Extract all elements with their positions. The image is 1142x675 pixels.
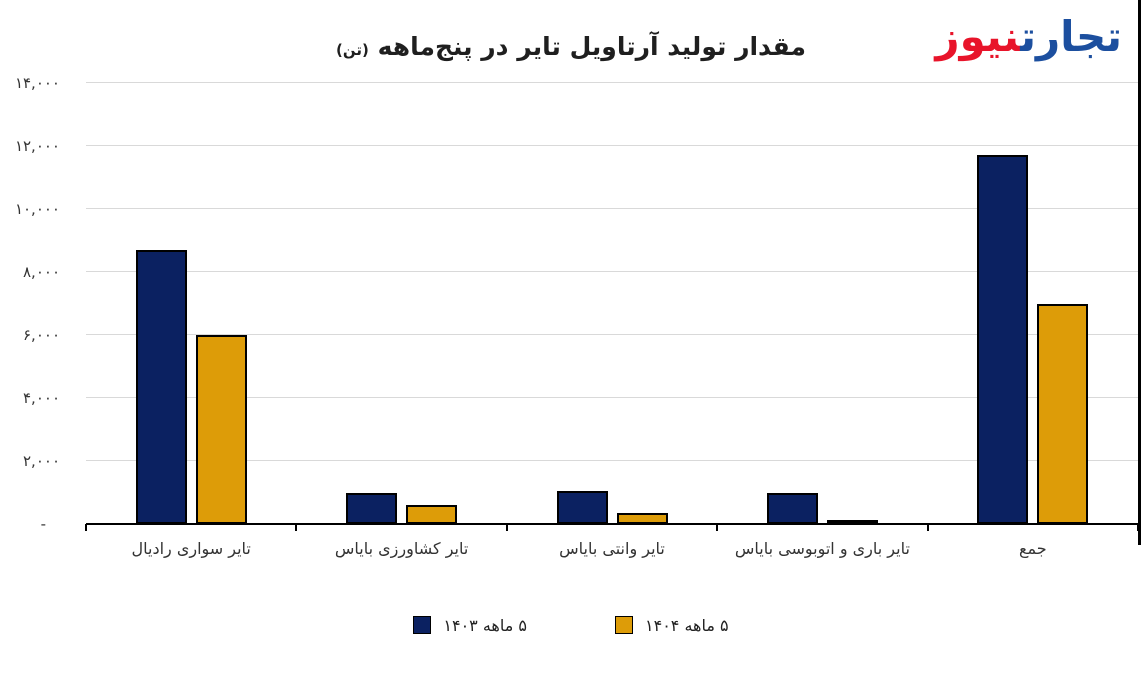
bar-series-1403-cat-1 <box>135 249 187 524</box>
bar-series-1403-cat-2 <box>346 493 398 524</box>
y-axis-tick-label: ۱۲,۰۰۰ <box>14 137 60 155</box>
chart-title-text: مقدار تولید آرتاویل تایر در پنج‌ماهه <box>377 32 806 61</box>
bar-series-1404-cat-3 <box>616 512 668 524</box>
bar-series-1404-cat-5 <box>1037 303 1089 524</box>
bar-series-1404-cat-1 <box>195 335 247 524</box>
gridline <box>86 145 1138 146</box>
x-axis-category-label: جمع <box>1018 539 1047 558</box>
bar-series-1403-cat-4 <box>766 492 818 524</box>
x-axis-category-label: تایر باری و اتوبوسی بایاس <box>734 539 910 558</box>
y-axis-tick-label: ۱۴,۰۰۰ <box>14 74 60 92</box>
legend-swatch-1403 <box>413 616 432 634</box>
gridline <box>86 397 1138 398</box>
gridline <box>86 460 1138 461</box>
gridline <box>86 334 1138 335</box>
x-axis-line <box>86 523 1138 525</box>
logo-word-news: نیوز <box>935 12 1021 61</box>
y-axis-tick-label: ۱۰,۰۰۰ <box>14 200 60 218</box>
legend-label-1404: ۵ ماهه ۱۴۰۴ <box>645 615 729 635</box>
screenshot-right-border-line <box>1138 0 1141 545</box>
gridline <box>86 208 1138 209</box>
x-axis-category-label: تایر وانتی بایاس <box>559 539 665 558</box>
x-axis-tick <box>505 524 508 531</box>
legend-item-1403: ۵ ماهه ۱۴۰۳ <box>413 612 527 638</box>
x-axis-category-label: تایر کشاورزی بایاس <box>334 539 469 558</box>
x-axis-category-label: تایر سواری رادیال <box>131 539 251 558</box>
legend-item-1404: ۵ ماهه ۱۴۰۴ <box>615 612 729 638</box>
y-axis-tick-label: ۶,۰۰۰ <box>23 326 60 344</box>
x-axis-tick <box>85 524 87 531</box>
chart-title-unit: (تن) <box>336 41 369 59</box>
x-axis-tick <box>295 524 298 531</box>
legend-label-1403: ۵ ماهه ۱۴۰۳ <box>443 615 527 635</box>
bar-series-1404-cat-2 <box>406 505 458 524</box>
y-axis-tick-label: ۴,۰۰۰ <box>23 389 60 407</box>
logo-word-tejarat: تجارت <box>1020 12 1123 61</box>
gridline <box>86 82 1138 83</box>
x-axis-tick <box>926 524 929 531</box>
plot-area: - ۲,۰۰۰ ۴,۰۰۰ ۶,۰۰۰ ۸,۰۰۰ ۱۰,۰۰۰ ۱۲,۰۰۰ ۱۴,۰۰۰ ت… <box>15 74 1139 558</box>
gridline <box>86 271 1138 272</box>
bar-series-1403-cat-5 <box>977 154 1029 524</box>
legend-swatch-1404 <box>615 616 633 634</box>
y-axis-tick-label: ۸,۰۰۰ <box>23 263 60 281</box>
y-axis-tick-label: ۲,۰۰۰ <box>23 452 60 470</box>
y-axis-tick-label: - <box>40 515 46 533</box>
tejarat-news-logo: تجارتنیوز <box>931 10 1126 67</box>
legend: ۵ ماهه ۱۴۰۳ ۵ ماهه ۱۴۰۴ <box>0 612 1142 638</box>
chart-title: مقدار تولید آرتاویل تایر در پنج‌ماهه (تن… <box>0 32 1142 61</box>
x-axis-tick <box>716 524 719 531</box>
bar-series-1403-cat-3 <box>556 490 608 524</box>
